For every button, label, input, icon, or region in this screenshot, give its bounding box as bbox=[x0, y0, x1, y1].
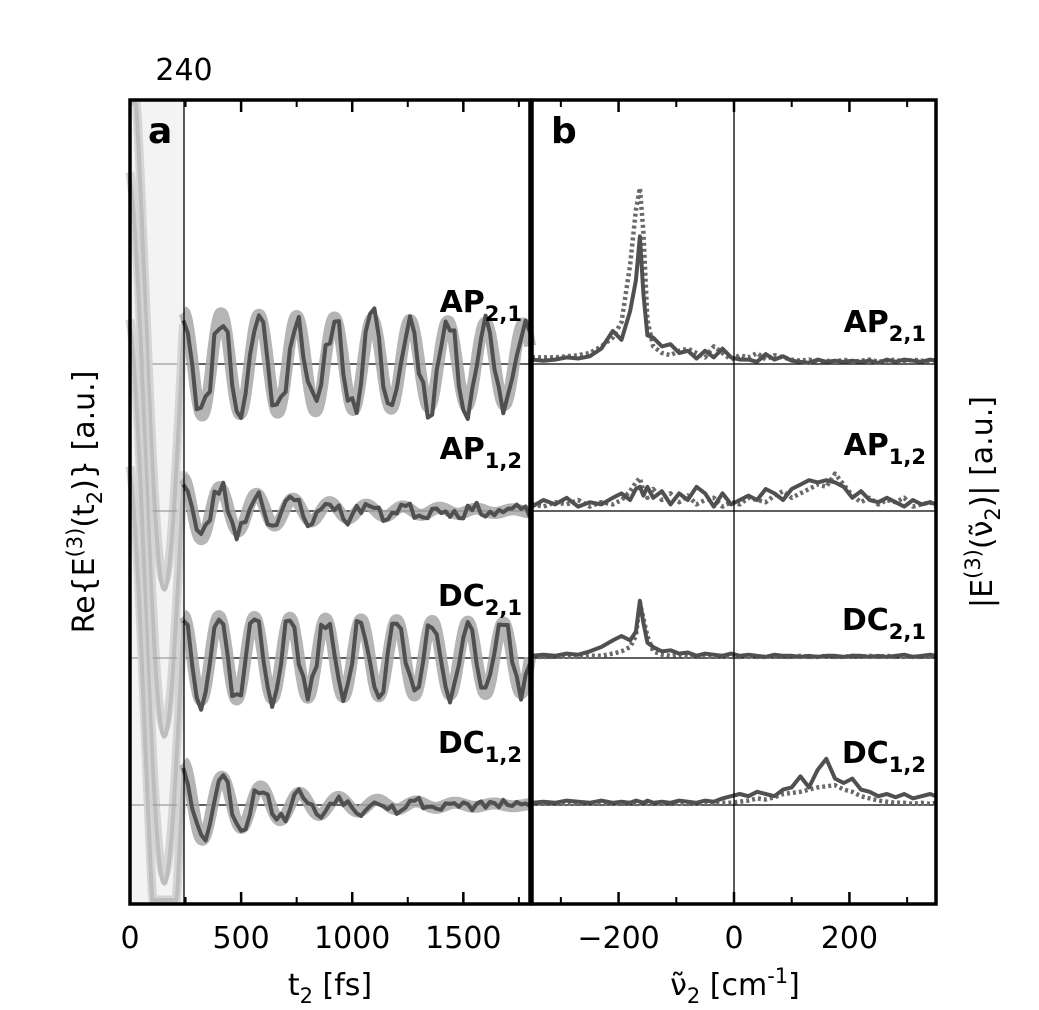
panel-a-trace-label: DC1,2 bbox=[438, 726, 522, 767]
panel-a-letter: a bbox=[148, 111, 172, 152]
panel-a-data-line bbox=[181, 306, 532, 421]
panel-a-data-line bbox=[181, 617, 532, 712]
panel-b-data-line bbox=[531, 234, 937, 365]
panel-a-ticks: 0 500 1000 1500 bbox=[120, 100, 520, 956]
panel-b-trace-label: DC1,2 bbox=[842, 736, 926, 777]
panel-b-trace-label: DC2,1 bbox=[842, 603, 926, 644]
panel-a-frame bbox=[128, 98, 532, 906]
panel-a-xlabel: t2 [fs] bbox=[288, 968, 372, 1006]
panel-a-tick-label: 1500 bbox=[425, 921, 501, 956]
panel-a-early-data-line bbox=[128, 101, 186, 592]
panel-a-data-line bbox=[181, 480, 532, 542]
panel-b-tick-label: 200 bbox=[821, 921, 878, 956]
panel-a-marker-label: 240 bbox=[155, 53, 212, 88]
panel-b-xlabel: ν̃2 [cm-1] bbox=[670, 964, 800, 1006]
panel-b-tick-label: 0 bbox=[724, 921, 743, 956]
panel-a-tick-label: 0 bbox=[120, 921, 139, 956]
panel-b-data-line bbox=[531, 598, 937, 659]
panel-a-ylabel: Re{E(3)(t2)} [a.u.] bbox=[63, 371, 107, 634]
panel-a-early-data-line bbox=[128, 474, 186, 902]
panel-b-trace-label: AP2,1 bbox=[844, 305, 926, 346]
panel-a-trace-label: AP1,2 bbox=[440, 432, 522, 473]
panel-a-trace-label: DC2,1 bbox=[438, 579, 522, 620]
panel-b-trace-label: AP1,2 bbox=[844, 428, 926, 469]
panel-b-letter: b bbox=[551, 111, 577, 152]
panel-a-early-data-line bbox=[128, 180, 186, 739]
panel-b: AP2,1 AP1,2 DC2,1 DC1,2 −200 0 200 b ν̃2 [cm-… bbox=[530, 98, 1005, 1008]
panel-a-data-line bbox=[181, 767, 531, 843]
panel-b-ticks: −200 0 200 bbox=[559, 100, 909, 956]
panel-b-tick-label: −200 bbox=[577, 921, 659, 956]
panel-b-fit-line bbox=[531, 782, 937, 807]
panel-a-tick-label: 500 bbox=[212, 921, 269, 956]
panel-b-data-line bbox=[531, 756, 937, 805]
panel-a-traces: AP2,1 AP1,2 DC2,1 DC1,2 bbox=[125, 98, 536, 905]
panel-a-tick-label: 1000 bbox=[314, 921, 390, 956]
panel-a-trace-label: AP2,1 bbox=[440, 285, 522, 326]
panel-a-early-data-line bbox=[128, 327, 186, 886]
panel-b-data-line bbox=[531, 478, 937, 509]
panel-b-ylabel: |E(3)(ν̃2)| [a.u.] bbox=[961, 396, 1005, 608]
